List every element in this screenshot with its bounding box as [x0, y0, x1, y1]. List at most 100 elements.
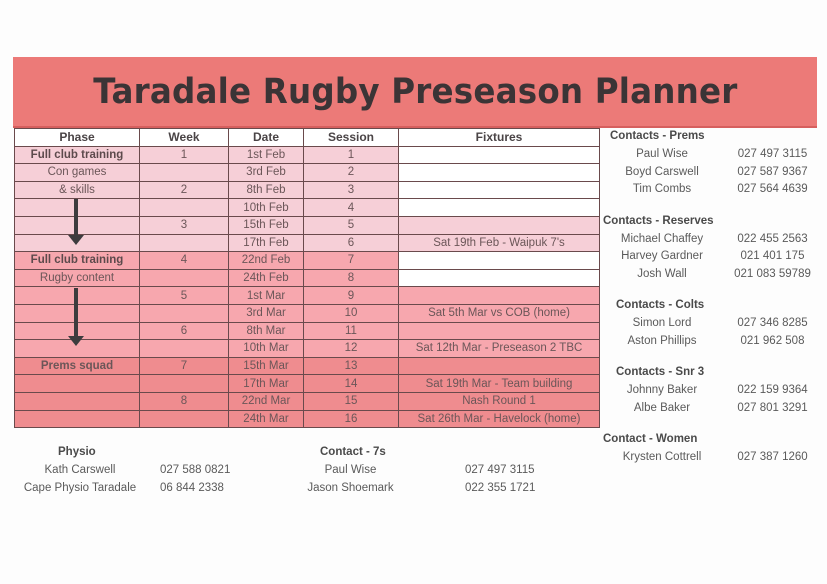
contact-name: Paul Wise [636, 148, 688, 160]
header-fixtures: Fixtures [398, 128, 600, 147]
contact-name: Simon Lord [632, 317, 692, 329]
contact-phone: 022 355 1721 [465, 482, 536, 494]
cell-date: 17th Feb [228, 233, 304, 253]
contact-row: Michael Chaffey 022 455 2563 [603, 231, 818, 249]
contact-name: Krysten Cottrell [622, 451, 702, 463]
cell-session: 11 [303, 321, 399, 341]
table-row: 17th Mar 14 Sat 19th Mar - Team building [14, 374, 600, 393]
contact-row: Johnny Baker 022 159 9364 [603, 382, 818, 400]
cell-phase [14, 409, 140, 429]
cell-date: 10th Mar [228, 339, 304, 358]
cell-date: 22nd Feb [228, 251, 304, 270]
cell-week: 1 [139, 145, 229, 165]
cell-fixture [398, 180, 600, 200]
table-row: 3rd Mar 10 Sat 5th Mar vs COB (home) [14, 303, 600, 323]
cell-date: 15th Feb [228, 215, 304, 235]
cell-date: 17th Mar [228, 374, 304, 393]
cell-date: 10th Feb [228, 198, 304, 217]
contact-phone: 027 387 1260 [737, 451, 808, 463]
table-row: 6 8th Mar 11 [14, 321, 600, 341]
cell-fixture [398, 356, 600, 376]
cell-phase: Rugby content [14, 268, 140, 288]
cell-week: 6 [139, 321, 229, 341]
cell-week [139, 198, 229, 217]
cell-session: 9 [303, 286, 399, 305]
contact-row: Kath Carswell 027 588 0821 [14, 461, 304, 479]
header-date: Date [228, 128, 304, 147]
cell-week: 4 [139, 251, 229, 270]
sevens-heading: Contact - 7s [320, 446, 386, 458]
cell-session: 7 [303, 251, 399, 270]
contact-group: Contacts - Reserves Michael Chaffey 022 45… [603, 213, 818, 284]
contact-group: Contacts - Prems Paul Wise 027 497 3115 Boy… [603, 128, 818, 199]
cell-phase [14, 374, 140, 393]
physio-heading: Physio [58, 446, 96, 458]
page-title: Taradale Rugby Preseason Planner [92, 71, 738, 112]
cell-session: 14 [303, 374, 399, 393]
contact-row: Cape Physio Taradale 06 844 2338 [14, 479, 304, 497]
table-row: 10th Mar 12 Sat 12th Mar - Preseason 2 TBC [14, 339, 600, 358]
cell-date: 24th Feb [228, 268, 304, 288]
sevens-contacts: Contact - 7s Paul Wise 027 497 3115 Jaso… [298, 444, 588, 497]
cell-session: 2 [303, 163, 399, 182]
contact-name: Harvey Gardner [621, 250, 703, 262]
cell-fixture [398, 215, 600, 235]
cell-week [139, 233, 229, 253]
contact-phone: 027 587 9367 [737, 165, 808, 178]
cell-session: 3 [303, 180, 399, 200]
contact-row: Paul Wise 027 497 3115 [603, 146, 818, 164]
cell-fixture [398, 163, 600, 182]
contact-row: Albe Baker 027 801 3291 [603, 400, 818, 418]
cell-week [139, 163, 229, 182]
cell-session: 12 [303, 339, 399, 358]
contact-phone: 06 844 2338 [160, 482, 224, 494]
cell-date: 1st Mar [228, 286, 304, 305]
contact-group-heading: Contacts - Colts [616, 299, 705, 311]
cell-phase: Full club training [14, 145, 140, 165]
cell-week [139, 374, 229, 393]
table-row: & skills 2 8th Feb 3 [14, 180, 600, 200]
cell-phase: Con games [14, 163, 140, 182]
cell-week [139, 303, 229, 323]
cell-fixture [398, 268, 600, 288]
contact-phone: 027 497 3115 [737, 148, 808, 160]
cell-session: 5 [303, 215, 399, 235]
cell-week: 8 [139, 391, 229, 411]
cell-fixture: Nash Round 1 [398, 391, 600, 411]
contact-name: Josh Wall [637, 267, 687, 280]
contact-phone: 022 455 2563 [737, 232, 808, 245]
contact-group: Contacts - Snr 3 Johnny Baker 022 159 9364… [603, 364, 818, 417]
cell-fixture [398, 321, 600, 341]
cell-week: 5 [139, 286, 229, 305]
contact-name: Boyd Carswell [625, 165, 699, 178]
cell-phase [14, 391, 140, 411]
table-row: Full club training 1 1st Feb 1 [14, 145, 600, 165]
contact-phone: 022 159 9364 [737, 384, 808, 396]
cell-phase: Prems squad [14, 356, 140, 376]
contact-row: Jason Shoemark 022 355 1721 [298, 479, 588, 497]
contact-phone: 027 801 3291 [737, 401, 808, 414]
table-row: 5 1st Mar 9 [14, 286, 600, 305]
contact-row: Simon Lord 027 346 8285 [603, 315, 818, 333]
cell-date: 3rd Mar [228, 303, 304, 323]
contact-phone: 027 497 3115 [465, 464, 535, 476]
contact-group-heading: Contacts - Snr 3 [616, 366, 705, 378]
contact-name: Cape Physio Taradale [23, 482, 137, 494]
table-row: 8 22nd Mar 15 Nash Round 1 [14, 391, 600, 411]
header-phase: Phase [14, 128, 140, 147]
phase-arrow-down-icon [68, 288, 84, 346]
contact-row: Boyd Carswell 027 587 9367 [603, 164, 818, 182]
cell-session: 13 [303, 356, 399, 376]
cell-fixture [398, 145, 600, 165]
cell-session: 15 [303, 391, 399, 411]
contact-row: Aston Phillips 021 962 508 [603, 333, 818, 351]
cell-fixture: Sat 5th Mar vs COB (home) [398, 303, 600, 323]
header-week: Week [139, 128, 229, 147]
contact-row: Krysten Cottrell 027 387 1260 [603, 449, 818, 467]
cell-session: 8 [303, 268, 399, 288]
contact-phone: 027 564 4639 [737, 183, 808, 195]
cell-session: 16 [303, 409, 399, 429]
contact-name: Michael Chaffey [620, 232, 704, 245]
contact-name: Tim Combs [632, 183, 692, 195]
phase-arrow-down-icon [68, 199, 84, 245]
